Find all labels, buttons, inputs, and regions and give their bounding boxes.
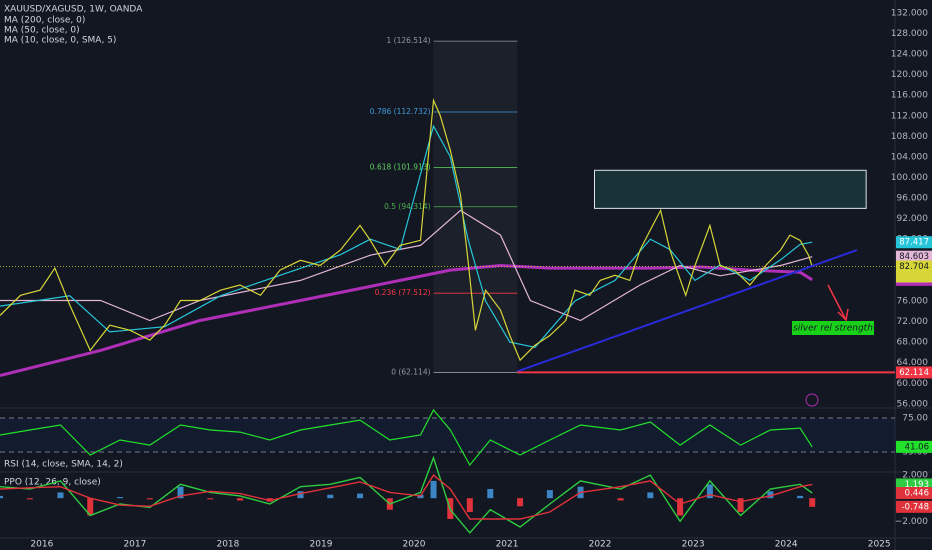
arrow — [827, 284, 849, 322]
resistance-box — [593, 169, 867, 209]
fib-label: 0.5 (94.314) — [384, 202, 430, 211]
icon — [805, 393, 819, 407]
histogram-bar — [737, 498, 744, 513]
price-tag — [896, 260, 932, 273]
y-tick-label: 75.00 — [902, 414, 928, 424]
y-tick-label: 120.000 — [891, 70, 928, 80]
rsi-line — [0, 408, 813, 467]
y-tick-label: 72.000 — [897, 317, 929, 327]
x-tick-label: 2022 — [589, 540, 612, 550]
legend-entry: MA (200, close, 0) — [4, 16, 85, 26]
histogram-bar — [647, 492, 654, 499]
fib-label: 1 (126.514) — [387, 36, 431, 45]
histogram-bar — [767, 491, 774, 499]
histogram-bar — [57, 492, 64, 499]
ppo-line — [0, 474, 813, 520]
y-tick-label: 112.000 — [891, 111, 928, 121]
fib-label: 0.786 (112.732) — [370, 107, 431, 116]
histogram-bar — [487, 488, 494, 499]
rsi-zone — [0, 418, 895, 453]
y-tick-label: 132.000 — [891, 8, 928, 18]
x-tick-label: 2025 — [868, 540, 891, 550]
legend-entry: MA (10, close, 0, SMA, 5) — [4, 36, 116, 46]
price-tag — [896, 487, 932, 500]
y-tick-label: 116.000 — [891, 91, 928, 101]
histogram-bar — [87, 498, 94, 516]
fib-label: 0 (62.114) — [391, 367, 430, 376]
annotation: silver rel strength — [793, 324, 873, 334]
histogram-bar — [26, 498, 33, 500]
price-line — [0, 97, 813, 362]
price-tag — [896, 440, 932, 453]
y-tick-label: 56.000 — [897, 399, 929, 409]
rsi-title: RSI (14, close, SMA, 14, 2) — [4, 460, 123, 470]
histogram-bar — [297, 491, 304, 499]
y-tick-label: 128.000 — [891, 29, 928, 39]
price-tag-label: 0.446 — [905, 489, 929, 499]
histogram-bar — [237, 498, 244, 501]
price-tag-label: 62.114 — [899, 368, 929, 378]
price-tag-label: 41.06 — [905, 442, 929, 452]
y-tick-label: 108.000 — [891, 132, 928, 142]
histogram-bar — [617, 498, 624, 501]
histogram-bar — [117, 497, 124, 499]
fib-label: 0.618 (101.913) — [370, 163, 431, 172]
x-tick-label: 2018 — [216, 540, 239, 550]
y-tick-label: 76.000 — [897, 296, 929, 306]
ppo-line — [0, 455, 813, 534]
price-tag-label: 1.193 — [905, 480, 929, 490]
histogram-bar — [677, 498, 684, 516]
price-tag-label: 82.704 — [899, 262, 929, 272]
x-tick-label: 2016 — [30, 540, 53, 550]
price-tag — [896, 366, 932, 379]
histogram-bar — [797, 495, 804, 499]
y-tick-label: 64.000 — [897, 358, 929, 368]
trend-line — [516, 249, 858, 373]
x-tick-label: 2021 — [496, 540, 519, 550]
y-tick-label: 104.000 — [891, 152, 928, 162]
x-tick-label: 2020 — [403, 540, 426, 550]
legend-entry: MA (50, close, 0) — [4, 26, 80, 36]
y-tick-label: 96.000 — [897, 194, 929, 204]
histogram-bar — [357, 493, 364, 499]
fib-label: 0.236 (77.512) — [375, 288, 431, 297]
histogram-bar — [207, 498, 214, 500]
histogram-bar — [809, 498, 816, 507]
y-tick-label: −2.000 — [895, 517, 929, 527]
x-tick-label: 2017 — [123, 540, 146, 550]
y-tick-label: 100.000 — [891, 173, 928, 183]
histogram-bar — [177, 486, 184, 499]
histogram-bar — [517, 498, 524, 507]
ma-line — [0, 209, 813, 322]
x-tick-label: 2023 — [682, 540, 705, 550]
y-tick-label: 2.000 — [902, 471, 928, 481]
y-tick-label: 68.000 — [897, 338, 929, 348]
histogram-bar — [0, 495, 3, 499]
y-tick-label: 124.000 — [891, 50, 928, 60]
annotation-bg — [792, 321, 874, 335]
histogram-bar — [466, 498, 473, 513]
histogram-bar — [706, 484, 713, 499]
price-tag — [896, 250, 932, 263]
price-tag-label: 87.417 — [899, 238, 929, 248]
price-tag-label: -0.748 — [902, 502, 929, 512]
price-tag-label: 84.603 — [899, 252, 929, 262]
histogram-bar — [546, 490, 553, 499]
countdown-bg — [896, 272, 932, 283]
price-tag — [896, 236, 932, 249]
x-tick-label: 2019 — [310, 540, 333, 550]
histogram-bar — [146, 498, 153, 500]
histogram-bar — [430, 480, 437, 499]
price-tag — [896, 500, 932, 513]
y-tick-label: 92.000 — [897, 214, 929, 224]
y-tick-label: 60.000 — [897, 379, 929, 389]
x-tick-label: 2024 — [775, 540, 798, 550]
histogram-bar — [327, 494, 334, 499]
chart-title: XAUUSD/XAGUSD, 1W, OANDA — [4, 5, 143, 15]
